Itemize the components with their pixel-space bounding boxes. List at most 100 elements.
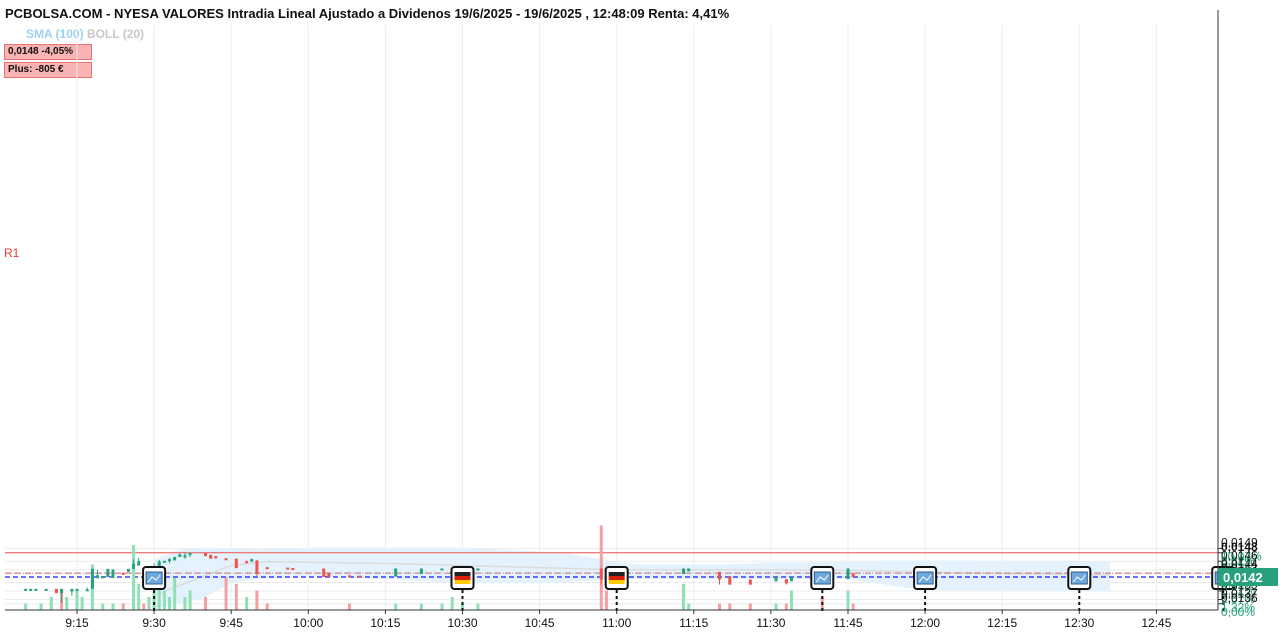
candle-body — [44, 588, 48, 591]
candle-body — [224, 558, 228, 561]
time-tick-label: 11:30 — [756, 616, 785, 630]
time-tick-label: 10:15 — [370, 616, 400, 630]
event-marker[interactable] — [913, 566, 938, 612]
candle — [347, 575, 351, 578]
volume-bar — [718, 603, 721, 610]
candle — [162, 560, 166, 563]
event-marker[interactable] — [1067, 566, 1092, 612]
news-icon-line — [815, 574, 829, 583]
candle — [728, 576, 732, 585]
candle-body — [214, 556, 218, 559]
candle — [394, 568, 398, 577]
candle — [234, 558, 238, 569]
volume-bar — [147, 597, 151, 610]
sma-legend[interactable]: SMA (100) — [26, 27, 84, 41]
candle-body — [29, 588, 33, 591]
volume-bar — [168, 597, 172, 610]
candle-body — [250, 559, 254, 562]
candle — [101, 576, 105, 579]
plus-box: Plus: -805 € — [4, 62, 92, 78]
boll-legend[interactable]: BOLL (20) — [86, 27, 145, 41]
volume-bar — [784, 603, 788, 610]
candle — [121, 572, 125, 575]
candle — [327, 572, 331, 577]
volume-bar — [75, 590, 79, 610]
volume-bar — [728, 603, 732, 610]
candle — [34, 588, 38, 591]
percent-tick-label: 0,00% — [1221, 605, 1255, 619]
candle-body — [347, 575, 351, 578]
candle-body — [748, 579, 752, 585]
candle — [687, 568, 691, 572]
volume-bar — [204, 597, 207, 610]
volume-bar — [173, 577, 177, 610]
percent-tick-label: 3,82% — [1221, 584, 1255, 598]
volume-bar — [80, 597, 84, 610]
candle — [204, 552, 207, 557]
candle-body — [54, 588, 58, 594]
candle — [265, 567, 269, 570]
volume-bar — [774, 603, 778, 610]
candle-body — [682, 568, 686, 574]
candle-body — [157, 561, 161, 569]
candle — [784, 579, 788, 585]
candle-body — [137, 561, 141, 566]
candle-body — [599, 568, 603, 580]
news-icon-line — [1072, 574, 1086, 583]
candle-body — [101, 576, 105, 579]
candle-body — [85, 589, 89, 592]
event-marker[interactable] — [810, 566, 835, 612]
volume-bar — [111, 603, 115, 610]
candle — [183, 552, 187, 559]
candle — [774, 576, 778, 582]
bollinger-band — [154, 547, 1111, 608]
candle — [748, 579, 752, 585]
candle-body — [162, 560, 166, 563]
candle — [173, 556, 177, 561]
candle-body — [846, 568, 850, 580]
candle-body — [728, 576, 732, 585]
event-marker[interactable] — [142, 566, 167, 612]
candle-body — [121, 572, 125, 575]
candle — [846, 568, 850, 580]
volume-bar — [394, 603, 398, 610]
volume-bar — [604, 590, 608, 610]
volume-bar — [39, 603, 43, 610]
candle — [718, 571, 721, 585]
event-marker[interactable] — [604, 566, 629, 612]
candle-body — [687, 568, 691, 572]
volume-bar — [255, 590, 259, 610]
price-change-box: 0,0148 -4,05% — [4, 44, 92, 60]
candle-body — [34, 588, 38, 591]
candle-body — [209, 554, 213, 559]
candle — [60, 588, 64, 603]
time-tick-label: 12:45 — [1141, 616, 1171, 630]
candle — [96, 569, 100, 579]
price-tick-label: 0,0137 — [1221, 587, 1258, 601]
volume-bar — [347, 603, 351, 610]
time-tick-label: 10:45 — [525, 616, 555, 630]
price-tick-label: 0,0146 — [1221, 548, 1258, 562]
volume-bar — [65, 597, 69, 610]
candle — [599, 568, 603, 585]
event-marker[interactable] — [450, 566, 475, 612]
candle — [126, 568, 130, 572]
candle-body — [718, 571, 721, 580]
candle-body — [106, 568, 110, 577]
candle-body — [183, 555, 187, 558]
volume-bar — [687, 603, 691, 610]
candle — [209, 554, 213, 559]
percent-tick-label: 8,82% — [1221, 554, 1255, 568]
candle — [358, 575, 362, 578]
time-tick-label: 11:45 — [833, 616, 862, 630]
candle-body — [75, 588, 79, 591]
current-price-badge-bg — [1218, 567, 1278, 586]
candle-body — [327, 572, 331, 577]
volume-bar — [137, 584, 141, 610]
time-tick-label: 10:00 — [293, 616, 323, 630]
flag-stripe — [608, 576, 625, 580]
candle-body — [132, 563, 136, 569]
candle-body — [265, 567, 269, 570]
candle-body — [168, 559, 172, 562]
